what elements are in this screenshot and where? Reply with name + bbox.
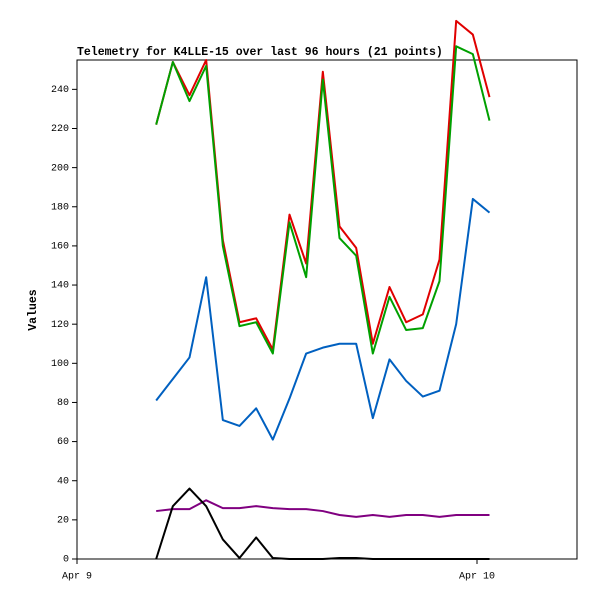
series-line — [156, 499, 490, 518]
y-tick-label: 40 — [57, 476, 69, 487]
y-tick-label: 100 — [51, 359, 69, 370]
x-tick-label: Apr 9 — [62, 572, 92, 583]
y-axis-label: Values — [27, 289, 40, 331]
y-tick-label: 80 — [57, 398, 69, 409]
series-line — [155, 197, 491, 441]
series-line — [155, 487, 490, 560]
y-tick-label: 0 — [63, 555, 69, 566]
y-tick-label: 60 — [57, 437, 69, 448]
y-tick-label: 240 — [51, 85, 69, 96]
chart-title: Telemetry for K4LLE-15 over last 96 hour… — [77, 46, 443, 59]
y-tick-label: 120 — [51, 320, 69, 331]
y-tick-label: 160 — [51, 242, 69, 253]
plot-frame — [76, 59, 578, 560]
x-tick-label: Apr 10 — [459, 572, 495, 583]
y-tick-label: 20 — [57, 516, 69, 527]
series-line — [155, 45, 491, 355]
y-tick-label: 220 — [51, 124, 69, 135]
y-tick-label: 200 — [51, 163, 69, 174]
y-tick-label: 180 — [51, 202, 69, 213]
y-tick-label: 140 — [51, 281, 69, 292]
